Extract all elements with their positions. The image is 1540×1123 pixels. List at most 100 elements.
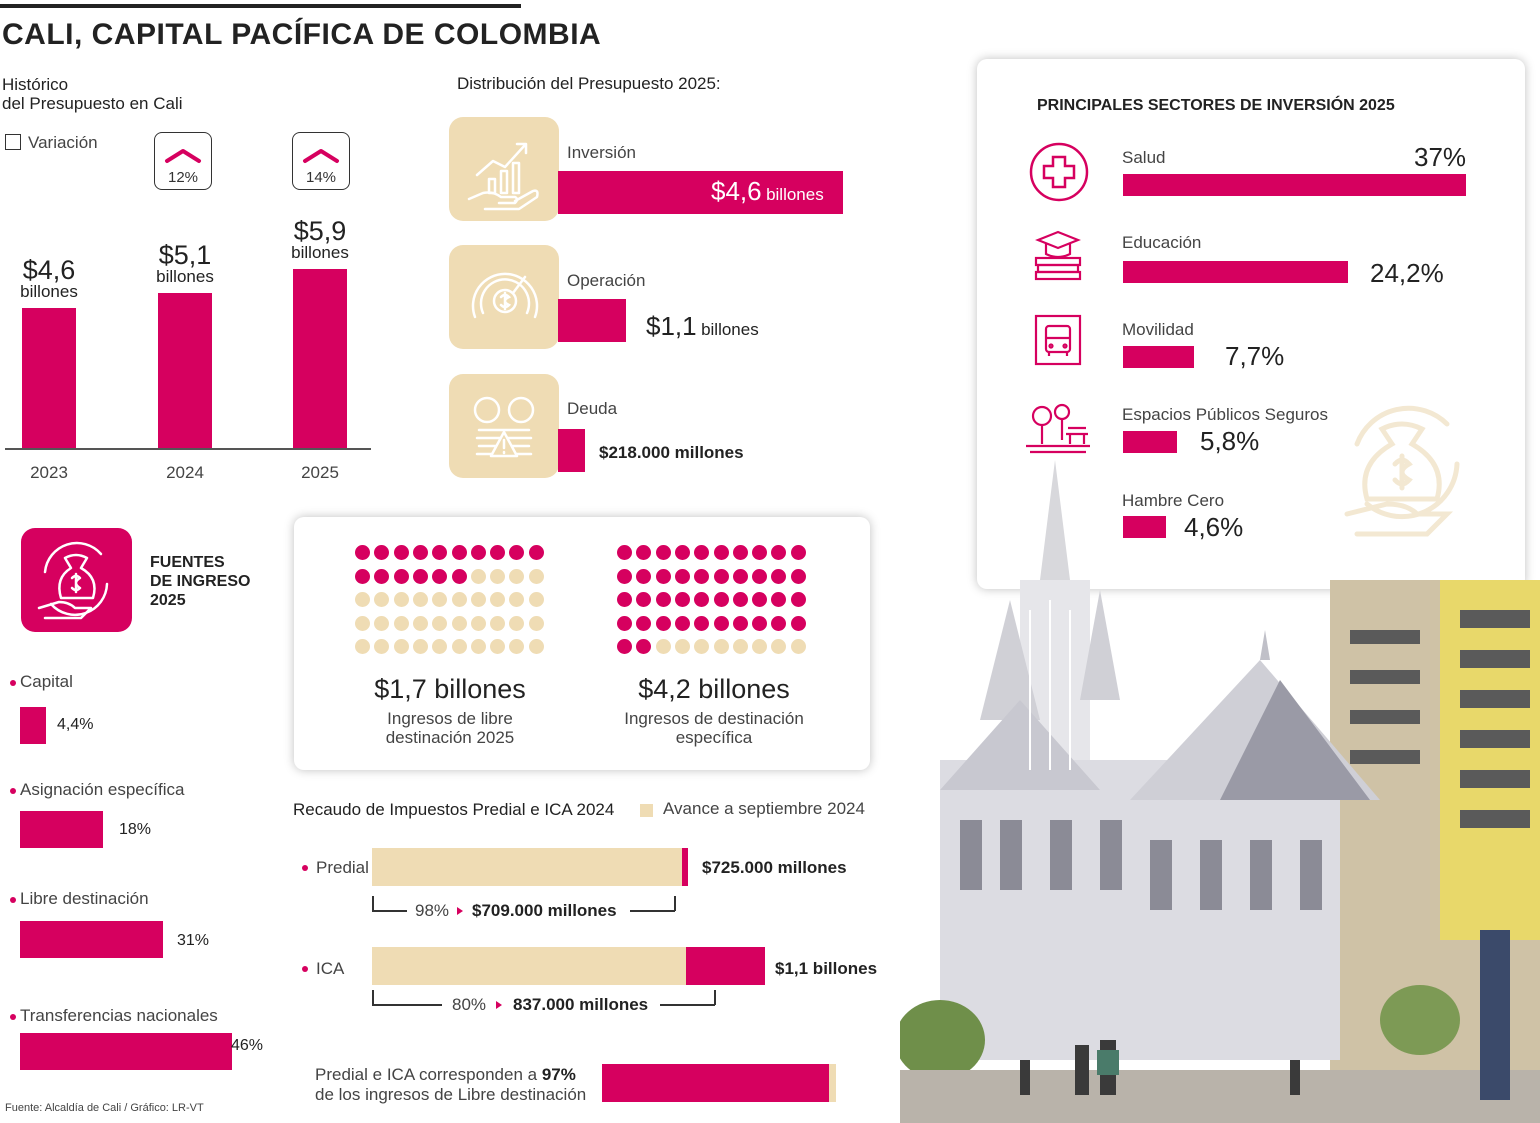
- waffle-dot-filled: [451, 568, 467, 584]
- sector-value: 7,7%: [1225, 341, 1285, 371]
- historic-bar-unit: billones: [156, 267, 214, 286]
- sectors-card: [977, 59, 1525, 589]
- sector-bar: [1123, 431, 1177, 453]
- tax-legend-swatch: [640, 804, 653, 817]
- distribution-value-number: $1,1: [646, 311, 697, 341]
- historic-bar-value: $4,6: [22, 255, 76, 285]
- waffle-dot-empty: [490, 592, 506, 607]
- tax-note-line1: Predial e ICA corresponden a 97%: [315, 1065, 586, 1085]
- waffle-dot-filled: [694, 545, 710, 560]
- arrow-right-icon: [457, 907, 463, 915]
- distribution-bar: [558, 171, 844, 214]
- waffle-libre: [355, 545, 555, 657]
- sector-label: Espacios Públicos Seguros: [1122, 405, 1329, 424]
- waffle-dot-filled: [636, 639, 652, 654]
- historic-bar-value: $5,1: [158, 240, 212, 270]
- tax-note-line2: de los ingresos de Libre destinación: [315, 1085, 587, 1104]
- waffle-dot-filled: [451, 545, 467, 560]
- sources-title-line: DE INGRESO: [150, 573, 251, 590]
- waffle-dot-filled: [790, 615, 806, 631]
- tax-label: ICA: [316, 959, 345, 978]
- distribution-bar: [558, 429, 585, 472]
- sectors-title: PRINCIPALES SECTORES DE INVERSIÓN 2025: [1037, 97, 1395, 114]
- distribution-icon-box: [449, 374, 559, 478]
- waffle-dot-empty: [509, 615, 525, 631]
- waffle-dot-empty: [674, 639, 690, 654]
- waffle-dot-filled: [374, 568, 390, 584]
- waffle-dot-filled: [636, 592, 652, 607]
- waffle-dot-filled: [771, 545, 787, 560]
- bracket-line: [660, 1004, 715, 1006]
- waffle-dot-filled: [636, 615, 652, 631]
- waffle-dot-filled: [732, 615, 748, 631]
- source-bar: [20, 1033, 232, 1070]
- waffle-caption: Ingresos de libre destinación 2025: [345, 709, 555, 747]
- distribution-icon-box: [449, 117, 559, 221]
- waffle-dot-filled: [412, 545, 428, 560]
- waffle-dot-filled: [674, 592, 690, 607]
- waffle-dot-filled: [674, 568, 690, 584]
- waffle-dot-filled: [432, 568, 448, 584]
- waffle-dot-empty: [432, 639, 448, 654]
- distribution-bar: [558, 299, 627, 342]
- bracket-tick: [372, 896, 374, 911]
- waffle-dot-filled: [732, 592, 748, 607]
- education-books-icon: [1034, 230, 1082, 281]
- waffle-dot-filled: [617, 615, 632, 631]
- bracket-tick: [674, 896, 676, 911]
- sector-value: 37%: [1414, 142, 1467, 172]
- waffle-dot-empty: [509, 592, 525, 607]
- waffle-dot-filled: [713, 615, 729, 631]
- waffle-dot-empty: [432, 615, 448, 631]
- waffle-dot-empty: [374, 592, 390, 607]
- waffle-caption-line: destinación 2025: [385, 728, 515, 747]
- waffle-dot-filled: [713, 592, 729, 607]
- waffle-dot-empty: [374, 639, 390, 654]
- waffle-dot-empty: [771, 639, 787, 654]
- source-label: Transferencias nacionales: [20, 1006, 218, 1025]
- distribution-title: Distribución del Presupuesto 2025:: [457, 74, 721, 93]
- tax-total: $725.000 millones: [702, 858, 847, 877]
- waffle-dot-filled: [528, 545, 544, 560]
- source-value: 31%: [177, 932, 210, 949]
- waffle-dot-filled: [771, 568, 787, 584]
- debt-coins-warning-icon: [473, 396, 535, 458]
- waffle-dot-filled: [752, 592, 768, 607]
- tax-pct: 80%: [452, 995, 487, 1014]
- tax-bar-progress: [372, 848, 682, 886]
- bullet-icon: [10, 897, 16, 903]
- tax-total: $1,1 billones: [775, 959, 878, 978]
- waffle-dot-empty: [655, 639, 671, 654]
- waffle-dot-filled: [617, 568, 632, 584]
- waffle-dot-filled: [771, 592, 787, 607]
- waffle-dot-empty: [412, 639, 428, 654]
- up-chevron-icon: [165, 149, 201, 163]
- waffle-dot-empty: [470, 592, 486, 607]
- waffle-caption-line: Ingresos de libre: [387, 709, 513, 728]
- tax-pct: 98%: [415, 901, 450, 920]
- sector-label: Educación: [1122, 233, 1202, 252]
- variation-box-2024: 12%: [154, 132, 212, 190]
- waffle-dot-empty: [470, 639, 486, 654]
- variation-box-2025: 14%: [292, 132, 350, 190]
- waffle-dot-empty: [451, 639, 467, 654]
- bracket-line: [372, 910, 407, 912]
- waffle-dot-filled: [771, 615, 787, 631]
- historic-bar: [158, 293, 212, 449]
- waffle-value: $1,7 billones: [374, 674, 526, 704]
- bullet-icon: [10, 788, 16, 794]
- variation-legend-label: Variación: [28, 133, 98, 152]
- waffle-caption: Ingresos de destinación específica: [604, 709, 824, 747]
- waffle-dot-empty: [355, 615, 370, 631]
- sector-label: Salud: [1122, 148, 1166, 167]
- waffle-dot-filled: [655, 568, 671, 584]
- sector-value: 5,8%: [1200, 426, 1260, 456]
- source-bar: [20, 707, 46, 744]
- historic-bar-chart: $4,6 billones 2023 $5,1 billones 2024 $5,9 bill…: [0, 0, 400, 500]
- waffle-dot-empty: [355, 639, 370, 654]
- waffle-dot-filled: [617, 545, 632, 560]
- waffle-dot-empty: [393, 639, 409, 654]
- waffle-dot-filled: [374, 545, 390, 560]
- distribution-label: Operación: [567, 271, 646, 290]
- bracket-line: [372, 1004, 442, 1006]
